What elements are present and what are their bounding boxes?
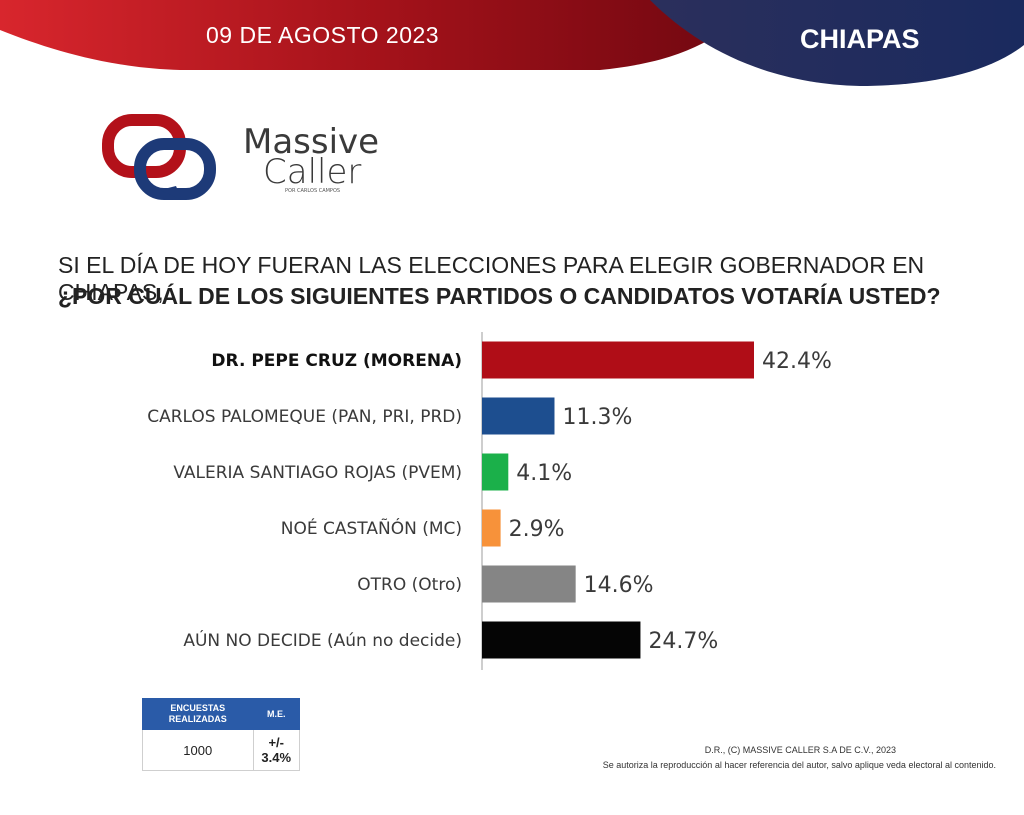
stats-value-margin: +/- 3.4% [252, 729, 300, 771]
stats-header-margin: M.E. [252, 698, 300, 730]
category-label: OTRO (Otro) [357, 575, 462, 595]
stats-value-surveys: 1000 [142, 729, 254, 771]
bar [482, 397, 555, 435]
bar [482, 341, 754, 379]
header-red-shape [0, 0, 760, 70]
state-name: CHIAPAS [800, 24, 920, 54]
massive-caller-logo-icon [102, 114, 216, 200]
question-line2: ¿POR CUÁL DE LOS SIGUIENTES PARTIDOS O C… [58, 283, 941, 309]
value-label: 4.1% [516, 461, 572, 486]
value-label: 42.4% [762, 349, 832, 374]
bar [482, 509, 501, 547]
bar [482, 621, 641, 659]
brand-name-line2: Caller [263, 152, 362, 192]
category-label: AÚN NO DECIDE (Aún no decide) [183, 629, 462, 651]
copyright-line: D.R., (C) MASSIVE CALLER S.A DE C.V., 20… [704, 745, 896, 755]
reproduction-notice: Se autoriza la reproducción al hacer ref… [602, 760, 996, 770]
brand-name-line1: Massive [243, 122, 380, 162]
vote-intention-bar-chart: DR. PEPE CRUZ (MORENA) 42.4% CARLOS PALOME… [147, 332, 832, 670]
value-label: 11.3% [562, 405, 632, 430]
survey-stats-table: ENCUESTAS REALIZADAS M.E. 1000 +/- 3.4% [142, 698, 300, 771]
bar [482, 565, 576, 603]
category-label: DR. PEPE CRUZ (MORENA) [211, 351, 462, 371]
category-label: VALERIA SANTIAGO ROJAS (PVEM) [173, 463, 462, 483]
value-label: 14.6% [584, 573, 654, 598]
category-label: NOÉ CASTAÑÓN (MC) [281, 517, 462, 539]
value-label: 2.9% [509, 517, 565, 542]
stats-header-surveys: ENCUESTAS REALIZADAS [142, 698, 254, 730]
header-navy-shape [650, 0, 1024, 86]
brand-subtitle: POR CARLOS CAMPOS [285, 188, 341, 194]
value-label: 24.7% [648, 629, 718, 654]
question-line1: SI EL DÍA DE HOY FUERAN LAS ELECCIONES P… [58, 252, 925, 305]
survey-date: 09 DE AGOSTO 2023 [206, 22, 440, 48]
category-label: CARLOS PALOMEQUE (PAN, PRI, PRD) [147, 407, 462, 427]
bar [482, 453, 509, 491]
header-banner [0, 0, 1024, 86]
